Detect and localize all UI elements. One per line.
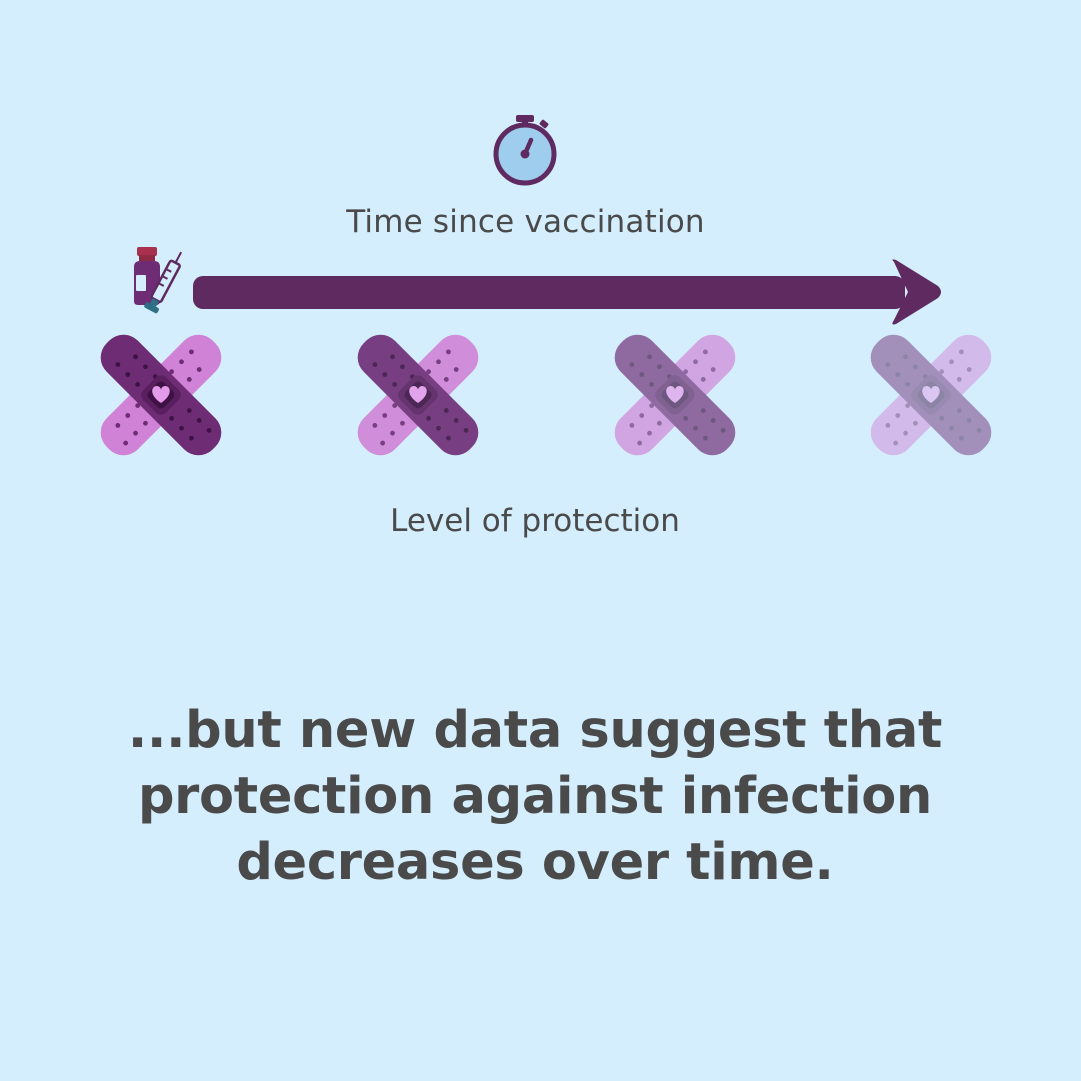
bandage-icon-1 — [100, 334, 222, 456]
bandage-icon-4 — [870, 334, 992, 456]
level-of-protection-label: Level of protection — [390, 503, 680, 539]
stopwatch-icon — [493, 115, 557, 186]
main-message: ...but new data suggest that protection … — [110, 698, 960, 896]
message-line-2: protection against infection — [137, 767, 933, 826]
bandage-icon-3 — [614, 334, 736, 456]
message-line-3: decreases over time. — [236, 833, 834, 892]
time-since-vaccination-label: Time since vaccination — [346, 204, 705, 240]
bandage-icon-2 — [357, 334, 479, 456]
message-line-1: ...but new data suggest that — [127, 701, 943, 760]
vaccine-vial-syringe-icon — [134, 247, 183, 314]
timeline-arrow — [193, 259, 941, 325]
